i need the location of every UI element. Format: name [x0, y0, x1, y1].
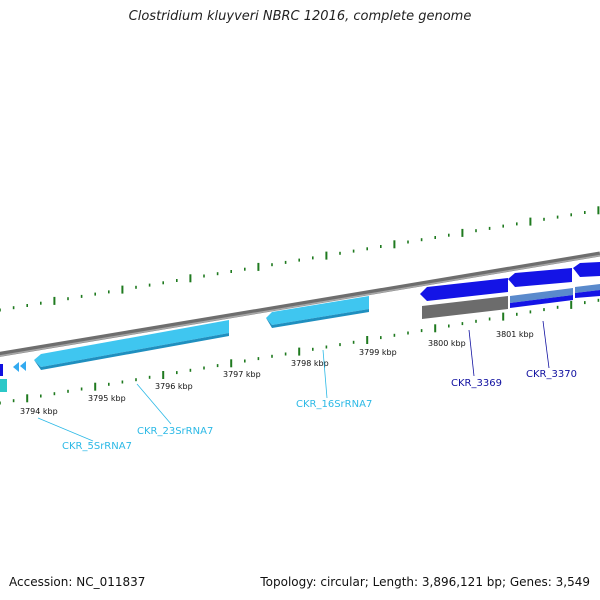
- outer-scale-ticks: [0, 206, 600, 312]
- trna-feature-1[interactable]: [13, 362, 19, 372]
- scale-label-3797: 3797 kbp: [223, 370, 261, 379]
- rrna-16s-feature[interactable]: [266, 296, 369, 325]
- cds-next-feature[interactable]: [573, 262, 600, 277]
- gene-label-5srrna7[interactable]: CKR_5SrRNA7: [62, 441, 132, 452]
- scale-labels: 3794 kbp 3795 kbp 3796 kbp 3797 kbp 3798…: [20, 330, 534, 416]
- scale-label-3794: 3794 kbp: [20, 407, 58, 416]
- scale-label-3799: 3799 kbp: [359, 348, 397, 357]
- inner-scale-ticks: [0, 298, 600, 405]
- genome-summary-text: Topology: circular; Length: 3,896,121 bp…: [260, 575, 590, 589]
- scale-label-3798: 3798 kbp: [291, 359, 329, 368]
- scale-label-3800: 3800 kbp: [428, 339, 466, 348]
- scale-label-3796: 3796 kbp: [155, 382, 193, 391]
- label-leaders: [37, 320, 550, 442]
- trna-feature-2[interactable]: [20, 361, 26, 371]
- gene-label-cds-3370[interactable]: CKR_3370: [526, 369, 577, 380]
- genome-backbone: [0, 251, 600, 357]
- map-title: Clostridium kluyveri NBRC 12016, complet…: [128, 9, 472, 24]
- cds-3370-feature[interactable]: [508, 268, 572, 287]
- pseudo-feature[interactable]: [422, 296, 508, 319]
- cds-feature-edge[interactable]: [0, 364, 3, 376]
- accession-text: Accession: NC_011837: [9, 575, 146, 589]
- scale-label-3795: 3795 kbp: [88, 394, 126, 403]
- gene-label-16srrna7[interactable]: CKR_16SrRNA7: [296, 399, 372, 410]
- rrna-feature-edge[interactable]: [0, 379, 7, 392]
- gene-label-23srrna7[interactable]: CKR_23SrRNA7: [137, 426, 213, 437]
- cds-3369-lower[interactable]: [510, 288, 573, 303]
- rrna-23s-feature[interactable]: [34, 320, 229, 367]
- scale-label-3801: 3801 kbp: [496, 330, 534, 339]
- cds-3369-feature[interactable]: [420, 278, 508, 301]
- gene-label-cds-3369[interactable]: CKR_3369: [451, 378, 502, 389]
